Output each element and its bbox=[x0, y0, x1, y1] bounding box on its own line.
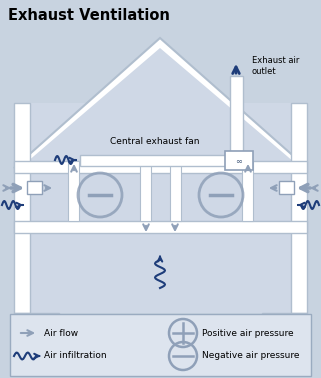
Text: Exhaust Ventilation: Exhaust Ventilation bbox=[8, 8, 170, 23]
Bar bbox=[14, 221, 307, 233]
Text: Air infiltration: Air infiltration bbox=[44, 352, 107, 361]
Text: Central exhaust fan: Central exhaust fan bbox=[110, 137, 200, 146]
Polygon shape bbox=[20, 48, 301, 168]
Text: Air flow: Air flow bbox=[44, 328, 78, 338]
Bar bbox=[242, 161, 253, 221]
Text: Negative air pressure: Negative air pressure bbox=[202, 352, 299, 361]
Text: Exhaust air
outlet: Exhaust air outlet bbox=[252, 56, 299, 76]
Bar bbox=[170, 161, 181, 221]
Polygon shape bbox=[14, 38, 307, 168]
Bar bbox=[14, 313, 59, 328]
Bar bbox=[225, 151, 253, 170]
Bar bbox=[279, 181, 294, 194]
Bar bbox=[14, 103, 307, 313]
Bar bbox=[10, 314, 311, 376]
Bar bbox=[14, 103, 30, 313]
Text: Positive air pressure: Positive air pressure bbox=[202, 328, 294, 338]
Bar bbox=[262, 313, 307, 328]
Bar bbox=[230, 76, 243, 151]
Text: ∞: ∞ bbox=[236, 156, 242, 166]
Bar bbox=[80, 155, 230, 166]
Bar bbox=[291, 103, 307, 313]
Bar bbox=[68, 161, 79, 221]
Bar bbox=[14, 161, 307, 173]
Bar bbox=[27, 181, 42, 194]
Bar bbox=[140, 161, 151, 221]
